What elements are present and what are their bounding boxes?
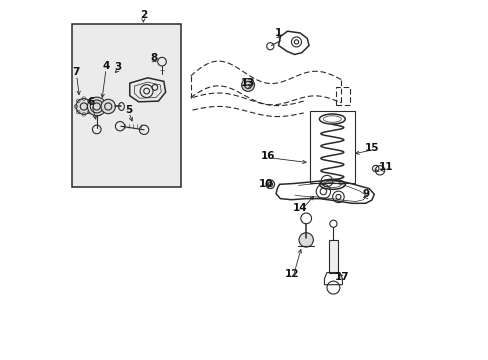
Text: 10: 10 bbox=[258, 179, 273, 189]
Text: 14: 14 bbox=[292, 203, 307, 213]
Text: 6: 6 bbox=[87, 97, 95, 107]
Text: 12: 12 bbox=[285, 269, 299, 279]
Text: 5: 5 bbox=[125, 105, 132, 115]
Text: 11: 11 bbox=[378, 162, 393, 172]
Circle shape bbox=[101, 99, 115, 114]
Text: 17: 17 bbox=[334, 272, 349, 282]
Text: 1: 1 bbox=[274, 28, 281, 38]
Text: 16: 16 bbox=[261, 150, 275, 161]
Circle shape bbox=[265, 180, 274, 189]
Text: 3: 3 bbox=[114, 62, 122, 72]
Text: 15: 15 bbox=[364, 143, 378, 153]
Text: 2: 2 bbox=[140, 10, 147, 20]
Circle shape bbox=[76, 99, 92, 114]
Bar bbox=[309, 111, 354, 183]
Text: 4: 4 bbox=[102, 61, 110, 71]
Text: 13: 13 bbox=[241, 78, 255, 88]
Text: 9: 9 bbox=[362, 189, 369, 199]
Bar bbox=[72, 24, 181, 187]
Circle shape bbox=[87, 97, 106, 116]
Circle shape bbox=[298, 233, 313, 247]
Text: 7: 7 bbox=[72, 67, 80, 77]
Circle shape bbox=[241, 78, 254, 91]
Text: 8: 8 bbox=[150, 53, 158, 63]
Bar bbox=[328, 240, 337, 273]
